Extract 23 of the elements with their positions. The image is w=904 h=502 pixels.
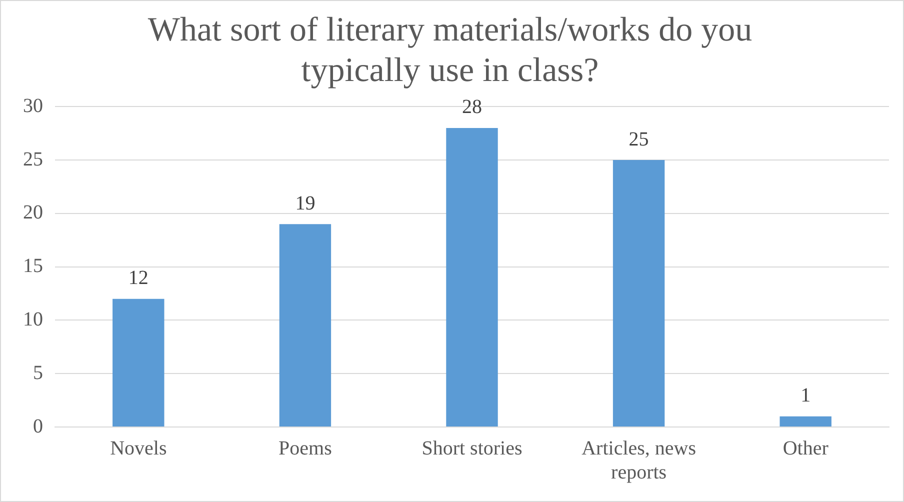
bar <box>112 298 164 426</box>
bar <box>612 160 665 426</box>
data-label: 19 <box>295 192 316 214</box>
bar <box>780 416 832 426</box>
x-tick-label: Other <box>782 437 829 460</box>
y-tick-label: 30 <box>23 94 43 117</box>
bar <box>279 224 332 426</box>
y-tick-label: 15 <box>23 255 43 278</box>
x-tick-label: Poems <box>278 437 332 460</box>
y-tick-label: 25 <box>23 148 43 170</box>
y-tick-label: 5 <box>33 362 43 384</box>
y-tick-label: 0 <box>33 415 43 438</box>
x-tick-label: Articles, news reports <box>582 437 696 484</box>
chart-title: What sort of literary materials/works do you typically use in class? <box>148 11 752 90</box>
x-tick-label: Novels <box>110 437 167 460</box>
y-tick-label: 10 <box>23 308 43 330</box>
data-label: 12 <box>128 267 148 290</box>
data-label: 25 <box>628 128 649 150</box>
x-tick-label: Short stories <box>422 437 522 460</box>
data-label: 28 <box>462 96 482 118</box>
bar <box>446 128 498 426</box>
data-label: 1 <box>800 384 811 407</box>
y-tick-label: 20 <box>23 202 43 224</box>
